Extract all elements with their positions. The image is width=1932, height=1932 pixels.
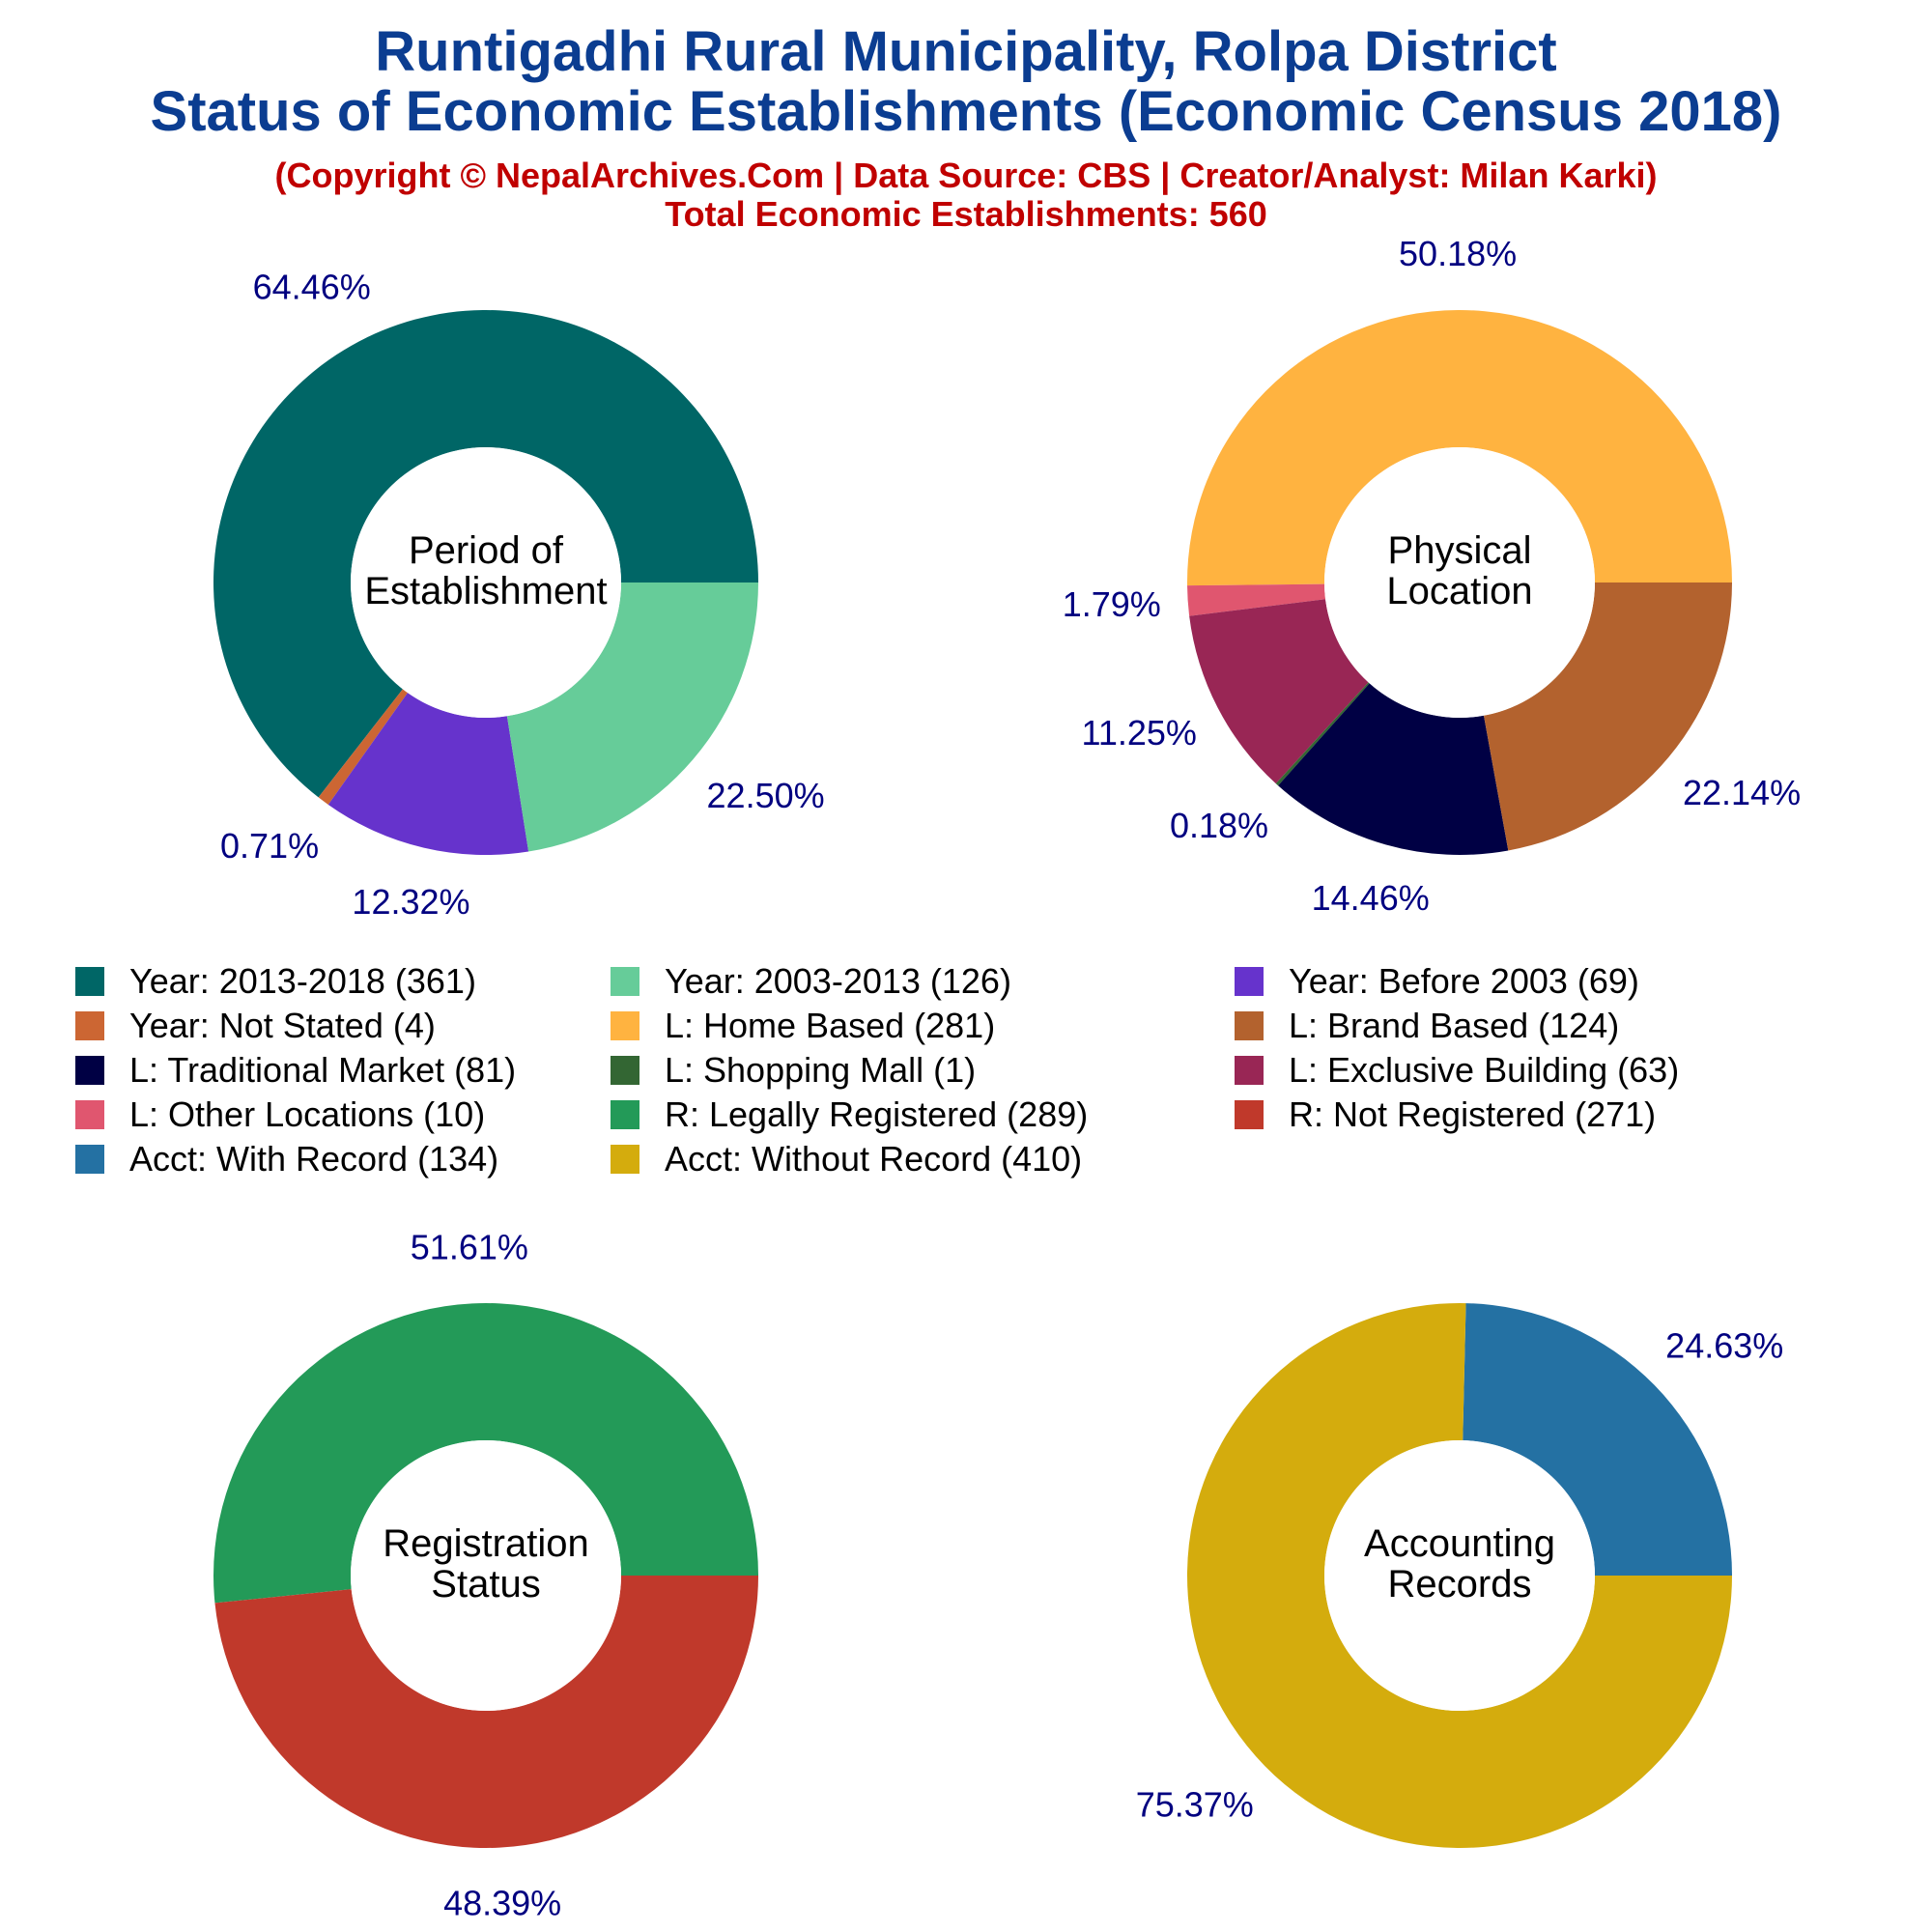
legend-swatch <box>611 1100 639 1129</box>
donut-slice <box>1278 683 1509 856</box>
donut-hole <box>351 447 621 718</box>
slice-label: 12.32% <box>352 882 469 922</box>
legend-item: Year: Not Stated (4) <box>75 1006 436 1045</box>
legend-item: R: Legally Registered (289) <box>611 1094 1089 1134</box>
legend-label: L: Other Locations (10) <box>129 1094 486 1134</box>
legend-label: R: Legally Registered (289) <box>665 1094 1089 1134</box>
slice-label: 0.71% <box>220 826 319 866</box>
legend-label: L: Shopping Mall (1) <box>665 1050 977 1090</box>
legend-label: L: Exclusive Building (63) <box>1289 1050 1680 1090</box>
slice-label: 0.18% <box>1170 806 1268 845</box>
legend-item: L: Exclusive Building (63) <box>1235 1050 1680 1090</box>
chart-title-line2: Status of Economic Establishments (Econo… <box>150 80 1782 143</box>
donut-slice <box>1187 1303 1732 1848</box>
donut-hole <box>351 1440 621 1711</box>
center-label: Location <box>1386 570 1532 612</box>
donut-slice <box>318 689 408 805</box>
legend-label: L: Home Based (281) <box>665 1006 996 1045</box>
chart-title-line1: Runtigadhi Rural Municipality, Rolpa Dis… <box>375 20 1557 83</box>
legend-swatch <box>611 1145 639 1174</box>
legend-swatch <box>75 1011 104 1040</box>
donut-chart-2: 50.18% 1.79% 11.25% 0.18% 14.46% 22.14% Physic… <box>1063 234 1801 918</box>
center-label: Period of <box>409 529 564 572</box>
legend-item: L: Brand Based (124) <box>1235 1006 1620 1045</box>
legend-label: L: Traditional Market (81) <box>129 1050 517 1090</box>
slice-label: 51.61% <box>411 1227 528 1266</box>
legend-swatch <box>75 1100 104 1129</box>
legend-label: Acct: With Record (134) <box>129 1139 499 1179</box>
legend-swatch <box>611 1011 639 1040</box>
legend-item: Acct: Without Record (410) <box>611 1139 1083 1179</box>
donut-slice <box>214 1576 759 1848</box>
legend-item: R: Not Registered (271) <box>1235 1094 1657 1134</box>
legend-label: L: Brand Based (124) <box>1289 1006 1620 1045</box>
donut-slice <box>1187 583 1326 616</box>
donut-slice <box>506 582 758 852</box>
slice-label: 24.63% <box>1665 1325 1783 1365</box>
slice-label: 22.50% <box>707 776 825 815</box>
legend-swatch <box>75 1056 104 1085</box>
legend-item: Year: 2003-2013 (126) <box>611 961 1011 1001</box>
center-label: Registration <box>383 1522 588 1565</box>
center-label: Establishment <box>364 570 607 612</box>
slice-label: 11.25% <box>1081 713 1196 753</box>
legend-item: L: Shopping Mall (1) <box>611 1050 977 1090</box>
center-label: Status <box>431 1563 540 1605</box>
slice-label: 1.79% <box>1063 584 1161 624</box>
donut-chart-1: 64.46% 0.71% 12.32% 22.50% Period ofEstablis… <box>213 268 825 922</box>
chart-credit: (Copyright © NepalArchives.Com | Data So… <box>274 156 1658 195</box>
legend-item: Acct: With Record (134) <box>75 1139 499 1179</box>
chart-total: Total Economic Establishments: 560 <box>665 194 1267 234</box>
slice-label: 22.14% <box>1683 773 1801 812</box>
legend-label: Year: Before 2003 (69) <box>1289 961 1639 1001</box>
center-label: Records <box>1388 1563 1532 1605</box>
slice-label: 64.46% <box>253 268 371 307</box>
donut-slice <box>1483 582 1732 851</box>
legend-item: L: Other Locations (10) <box>75 1094 486 1134</box>
legend-item: Year: Before 2003 (69) <box>1235 961 1639 1001</box>
donut-slice <box>213 1303 759 1604</box>
legend-swatch <box>1235 1056 1264 1085</box>
donut-hole <box>1324 447 1595 718</box>
legend-item: Year: 2013-2018 (361) <box>75 961 476 1001</box>
legend-item: L: Traditional Market (81) <box>75 1050 517 1090</box>
legend-swatch <box>75 1145 104 1174</box>
donut-slice <box>1275 682 1370 786</box>
legend-label: Year: 2013-2018 (361) <box>129 961 476 1001</box>
legend-swatch <box>611 967 639 996</box>
donut-slice <box>213 309 758 798</box>
legend-label: R: Not Registered (271) <box>1289 1094 1657 1134</box>
donut-slice <box>327 693 529 855</box>
legend-label: Year: Not Stated (4) <box>129 1006 436 1045</box>
legend-swatch <box>1235 967 1264 996</box>
legend-item: L: Home Based (281) <box>611 1006 996 1045</box>
legend-swatch <box>611 1056 639 1085</box>
legend-label: Acct: Without Record (410) <box>665 1139 1083 1179</box>
slice-label: 75.37% <box>1136 1785 1254 1825</box>
center-label: Accounting <box>1364 1522 1555 1565</box>
center-label: Physical <box>1388 529 1532 572</box>
donut-hole <box>1324 1440 1595 1711</box>
legend-swatch <box>1235 1100 1264 1129</box>
legend-swatch <box>75 967 104 996</box>
donut-slice <box>1463 1303 1732 1576</box>
legend-label: Year: 2003-2013 (126) <box>665 961 1011 1001</box>
donut-slice <box>1186 310 1732 586</box>
slice-label: 14.46% <box>1312 878 1430 918</box>
slice-label: 48.39% <box>443 1884 561 1923</box>
donut-slice <box>1189 599 1369 784</box>
slice-label: 50.18% <box>1399 234 1517 273</box>
legend-swatch <box>1235 1011 1264 1040</box>
